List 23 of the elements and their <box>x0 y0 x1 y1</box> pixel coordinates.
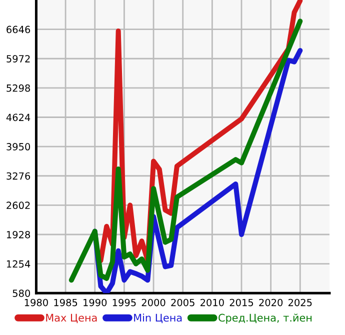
y-tick-label: 1254 <box>6 260 30 268</box>
legend-label: Max Цена <box>46 314 97 324</box>
y-tick-label: 3276 <box>6 172 30 180</box>
x-tick-label: 1995 <box>112 298 136 306</box>
x-tick-label: 2015 <box>230 298 254 306</box>
legend-label: Сред.Цена, т.йен <box>218 314 312 324</box>
y-tick-label: 1928 <box>6 230 30 238</box>
y-tick-label: 2602 <box>6 202 30 210</box>
x-tick-label: 2005 <box>171 298 194 306</box>
x-tick-label: 2020 <box>259 298 283 306</box>
y-tick-label: 3950 <box>6 143 30 150</box>
y-tick-label: 5298 <box>6 84 30 92</box>
y-tick-label: 580 <box>12 290 30 297</box>
x-tick-label: 1980 <box>24 298 48 306</box>
y-tick-label: 4624 <box>6 114 30 122</box>
y-tick-label: 5972 <box>6 55 30 62</box>
y-tick-label: 6646 <box>6 26 30 34</box>
legend-label: Min Цена <box>134 314 182 324</box>
x-tick-label: 1985 <box>54 298 78 306</box>
x-tick-label: 2025 <box>288 298 312 306</box>
x-tick-label: 1990 <box>84 298 107 306</box>
x-tick-label: 2010 <box>200 298 224 306</box>
x-tick-label: 2000 <box>142 298 166 306</box>
